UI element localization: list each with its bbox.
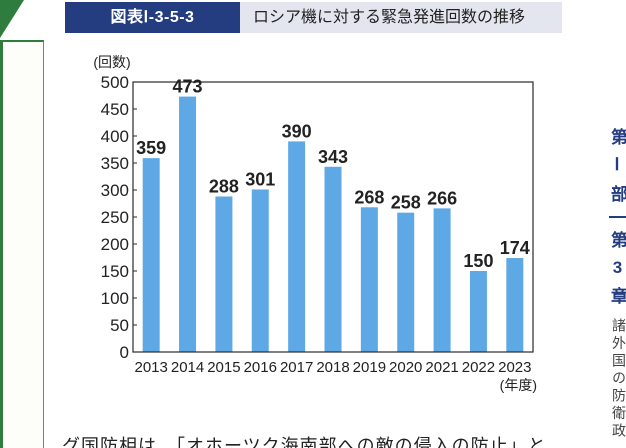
data-label-2020: 258 — [391, 193, 421, 213]
data-label-2013: 359 — [136, 138, 166, 158]
y-tick-label-500: 500 — [101, 73, 129, 92]
x-tick-label-2014: 2014 — [171, 359, 204, 376]
bar-2020 — [397, 212, 415, 352]
x-tick-label-2016: 2016 — [244, 359, 277, 376]
bar-2021 — [433, 208, 451, 352]
x-tick-label-2023: 2023 — [498, 359, 531, 376]
bar-2023 — [506, 258, 524, 352]
y-tick-label-200: 200 — [101, 235, 129, 254]
data-label-2022: 150 — [463, 251, 493, 271]
y-tick-label-450: 450 — [101, 100, 129, 119]
bar-2013 — [142, 158, 160, 352]
y-tick-label-350: 350 — [101, 154, 129, 173]
figure-title: ロシア機に対する緊急発進回数の推移 — [240, 2, 562, 33]
y-axis-label: (回数) — [93, 54, 130, 70]
corner-triangle — [0, 0, 24, 38]
x-tick-label-2019: 2019 — [353, 359, 386, 376]
left-column-box — [0, 40, 44, 448]
x-tick-label-2020: 2020 — [389, 359, 422, 376]
part-tab-label: 第Ⅰ部 — [609, 128, 626, 210]
chapter-tab-label: 第3章 — [609, 231, 626, 313]
y-tick-label-250: 250 — [101, 208, 129, 227]
y-tick-label-300: 300 — [101, 181, 129, 200]
bar-2022 — [469, 271, 487, 352]
bar-2016 — [251, 189, 269, 352]
bar-2018 — [324, 166, 342, 352]
y-tick-label-400: 400 — [101, 127, 129, 146]
data-label-2017: 390 — [282, 121, 312, 141]
tab-divider — [609, 216, 626, 218]
y-tick-label-50: 50 — [110, 316, 129, 335]
data-label-2023: 174 — [500, 238, 530, 258]
body-paragraph-line: グ国防相は、「オホーツク海南部への敵の侵入の防止」と — [62, 436, 547, 448]
data-label-2016: 301 — [245, 169, 275, 189]
data-label-2018: 343 — [318, 147, 348, 167]
bar-2017 — [288, 141, 306, 352]
bar-2014 — [179, 96, 197, 352]
y-tick-label-150: 150 — [101, 262, 129, 281]
corner-tab-shape — [0, 0, 24, 38]
bar-2019 — [360, 207, 378, 352]
x-axis-label: (年度) — [500, 377, 537, 393]
x-tick-label-2015: 2015 — [207, 359, 240, 376]
x-tick-label-2022: 2022 — [462, 359, 495, 376]
y-tick-label-100: 100 — [101, 289, 129, 308]
x-tick-label-2021: 2021 — [425, 359, 458, 376]
x-tick-label-2018: 2018 — [316, 359, 349, 376]
bar-2015 — [215, 196, 233, 352]
figure-number-label: 図表Ⅰ-3-5-3 — [65, 2, 240, 33]
data-label-2019: 268 — [354, 187, 384, 207]
section-tab-label: 諸外国の防衛政 — [611, 318, 626, 441]
data-label-2021: 266 — [427, 188, 457, 208]
y-tick-label-0: 0 — [120, 343, 129, 362]
data-label-2015: 288 — [209, 176, 239, 196]
x-tick-label-2013: 2013 — [134, 359, 167, 376]
x-tick-label-2017: 2017 — [280, 359, 313, 376]
data-label-2014: 473 — [173, 77, 203, 97]
